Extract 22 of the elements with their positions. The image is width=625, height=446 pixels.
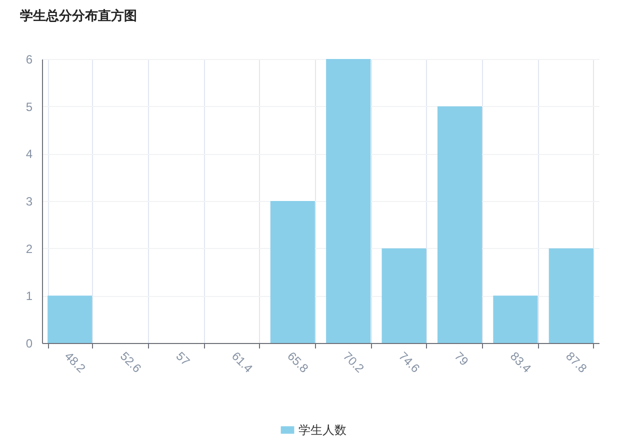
bar bbox=[382, 248, 426, 343]
bar bbox=[493, 296, 538, 343]
x-tick-label: 83.4 bbox=[507, 349, 534, 376]
y-tick-label: 3 bbox=[26, 194, 33, 208]
y-tick-label: 0 bbox=[26, 336, 33, 350]
y-tick-label: 4 bbox=[26, 147, 33, 162]
chart-title: 学生总分分布直方图 bbox=[20, 8, 137, 23]
x-tick-label: 79 bbox=[452, 349, 472, 369]
x-tick-label: 65.8 bbox=[284, 349, 312, 376]
x-tick-label: 57 bbox=[173, 349, 193, 369]
bar bbox=[48, 296, 92, 343]
y-tick-label: 1 bbox=[26, 289, 33, 304]
bar bbox=[548, 248, 594, 343]
bar bbox=[326, 59, 371, 343]
bar bbox=[437, 106, 482, 343]
y-tick-label: 2 bbox=[26, 242, 33, 256]
x-tick-label: 61.4 bbox=[228, 349, 256, 376]
x-tick-label: 48.2 bbox=[62, 349, 89, 376]
y-tick-label: 6 bbox=[26, 52, 33, 66]
legend-label: 学生人数 bbox=[298, 423, 346, 437]
y-tick-label: 5 bbox=[26, 100, 33, 114]
bar bbox=[270, 201, 315, 343]
